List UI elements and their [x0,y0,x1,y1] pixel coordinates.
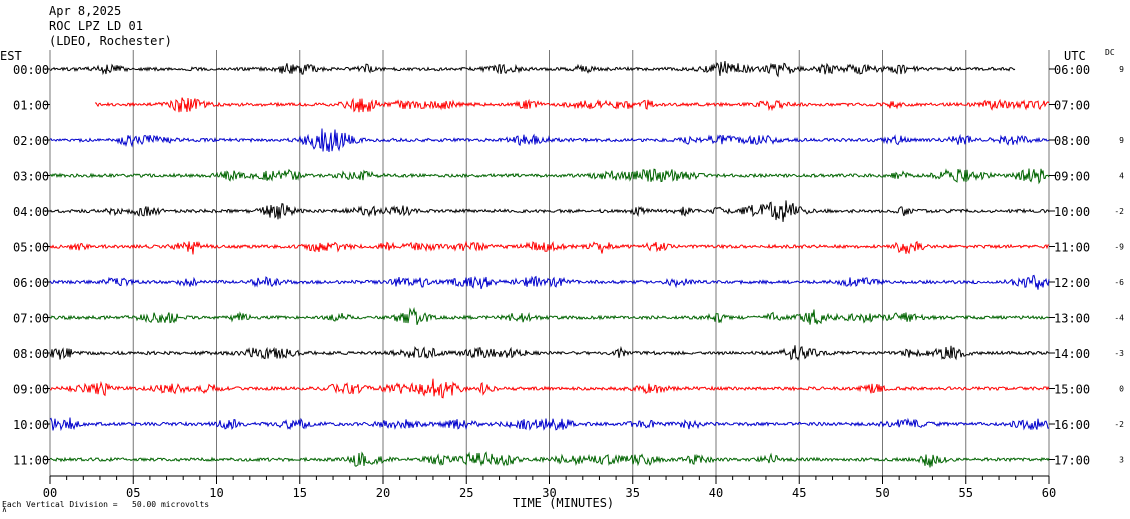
est-row-label: 00:00 [13,63,49,77]
x-tick-label-30: 30 [542,486,556,500]
dc-value: -2 [1114,207,1124,216]
grid-layer [44,50,1055,484]
dc-value: 9 [1119,136,1124,145]
utc-row-label: 17:00 [1054,454,1090,468]
est-row-label: 03:00 [13,170,49,184]
dc-axis-title: DC [1105,48,1115,57]
utc-row-label: 08:00 [1054,134,1090,148]
dc-value: -3 [1114,349,1124,358]
dc-value: 3 [1119,456,1124,465]
est-row-label: 10:00 [13,418,49,432]
trace-layer [49,61,1050,468]
x-tick-label-50: 50 [875,486,889,500]
est-row-label: 07:00 [13,312,49,326]
dc-value: -4 [1114,314,1124,323]
x-tick-label-55: 55 [959,486,973,500]
x-axis-label: TIME (MINUTES) [513,496,615,510]
trace-0800 [49,345,1050,361]
station-label: ROC LPZ LD 01 [49,19,143,33]
trace-0600 [49,274,1050,290]
est-row-label: 01:00 [13,99,49,113]
trace-0200 [49,128,1050,153]
trace-0000 [49,61,1016,78]
x-tick-label-00: 00 [43,486,57,500]
x-tick-label-05: 05 [126,486,140,500]
est-row-label: 04:00 [13,205,49,219]
est-row-label: 11:00 [13,454,49,468]
utc-row-label: 13:00 [1054,312,1090,326]
est-row-label: 05:00 [13,241,49,255]
est-row-label: 02:00 [13,134,49,148]
utc-row-label: 15:00 [1054,383,1090,397]
utc-row-label: 09:00 [1054,170,1090,184]
dc-value: -9 [1114,243,1124,252]
trace-1000 [49,417,1050,432]
utc-row-label: 06:00 [1054,63,1090,77]
scale-icon: ∧ [2,505,7,514]
x-tick-label-25: 25 [459,486,473,500]
utc-row-label: 16:00 [1054,418,1090,432]
trace-0100 [94,97,1050,113]
est-axis-title: EST [0,49,22,63]
x-tick-label-35: 35 [626,486,640,500]
dc-value: -2 [1114,420,1124,429]
x-tick-label-40: 40 [709,486,723,500]
dc-value: 4 [1119,172,1124,181]
trace-0400 [49,200,1050,222]
utc-row-label: 07:00 [1054,99,1090,113]
date-label: Apr 8,2025 [49,4,122,18]
utc-row-label: 12:00 [1054,276,1090,290]
dc-value: 0 [1119,385,1124,394]
header: Apr 8,2025 ROC LPZ LD 01 (LDEO, Rocheste… [49,4,172,49]
x-tick-label-60: 60 [1042,486,1056,500]
scale-note: Each Vertical Division = 50.00 microvolt… [2,500,210,509]
utc-axis-title: UTC [1064,49,1086,63]
est-row-label: 06:00 [13,276,49,290]
trace-0700 [49,307,1050,325]
x-tick-label-15: 15 [293,486,307,500]
utc-row-label: 10:00 [1054,205,1090,219]
est-row-label: 09:00 [13,383,49,397]
x-tick-label-20: 20 [376,486,390,500]
trace-1100 [49,451,1050,468]
x-tick-label-10: 10 [209,486,223,500]
utc-row-label: 11:00 [1054,241,1090,255]
trace-0900 [49,378,1050,399]
trace-0500 [49,240,1050,255]
trace-0300 [49,168,1050,185]
x-tick-label-45: 45 [792,486,806,500]
network-label: (LDEO, Rochester) [49,34,172,48]
dc-value: -6 [1114,278,1124,287]
utc-row-label: 14:00 [1054,347,1090,361]
dc-value: 9 [1119,65,1124,74]
est-row-label: 08:00 [13,347,49,361]
